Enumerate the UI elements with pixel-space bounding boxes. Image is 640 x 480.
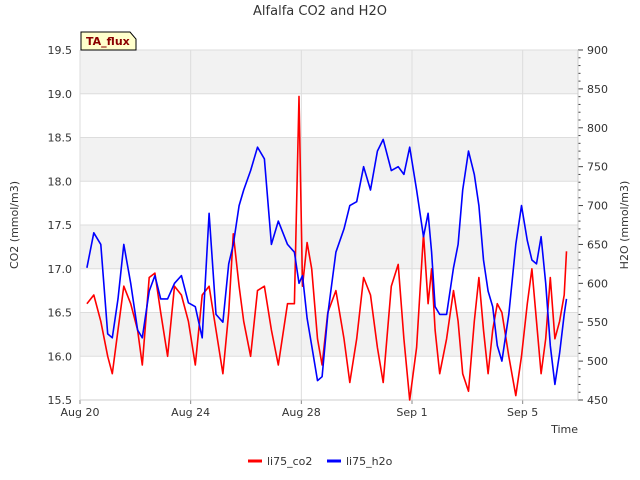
x-tick-label: Sep 1 [396,406,427,419]
badge-label: TA_flux [86,35,130,48]
chart-title: Alfalfa CO2 and H2O [253,4,387,19]
background-band [80,225,578,269]
y-tick-label: 16.5 [48,307,73,320]
x-tick-label: Aug 28 [282,406,321,419]
y-tick-label: 15.5 [48,394,73,407]
y2-tick-label: 650 [587,238,608,251]
x-tick-label: Aug 20 [61,406,100,419]
y2-tick-label: 900 [587,44,608,57]
x-tick-label: Aug 24 [171,406,210,419]
y2-tick-label: 800 [587,122,608,135]
y-tick-label: 18.5 [48,132,73,145]
y-tick-label: 16.0 [48,350,73,363]
y-axis-label: CO2 (mmol/m3) [8,181,21,269]
legend: li75_co2 li75_h2o [248,455,393,468]
y-tick-label: 18.0 [48,175,73,188]
y2-tick-label: 850 [587,83,608,96]
y2-tick-label: 750 [587,161,608,174]
series-line-li75_h2o [86,138,568,386]
background-band [80,50,578,94]
series-line-li75_co2 [86,95,568,401]
axes: 15.5 16.0 16.5 17.0 17.5 18.0 18.5 19.0 19.5 Aug … [48,44,609,419]
series-layer [86,95,568,401]
x-axis-label: Time [550,423,578,436]
y2-tick-label: 500 [587,355,608,368]
y-tick-label: 17.0 [48,263,73,276]
y2-tick-label: 600 [587,277,608,290]
y2-axis-label: H2O (mmol/m3) [618,181,631,270]
legend-label: li75_co2 [267,455,312,468]
y-tick-label: 19.0 [48,88,73,101]
background-band [80,137,578,182]
y-tick-label: 19.5 [48,44,73,57]
flux-badge: TA_flux [80,31,137,51]
y-tick-label: 17.5 [48,219,73,232]
y2-tick-label: 700 [587,200,608,213]
x-tick-label: Sep 5 [507,406,538,419]
y2-tick-label: 550 [587,316,608,329]
y2-tick-label: 450 [587,394,608,407]
legend-label: li75_h2o [346,455,393,468]
